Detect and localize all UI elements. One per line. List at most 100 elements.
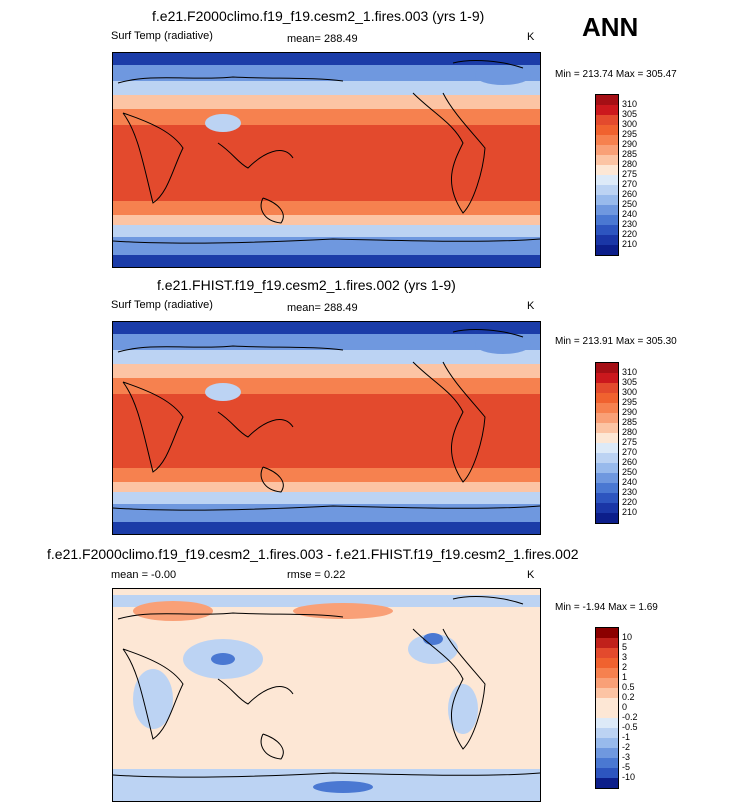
colorbar-tick-label: 275 [622,437,638,447]
colorbar-tick-label: -5 [622,762,631,772]
panel2-colorbar [595,362,619,524]
colorbar-cell [596,215,618,225]
colorbar-cell [596,728,618,738]
colorbar-tick-label: -2 [622,742,631,752]
colorbar-tick-label: 295 [622,129,638,139]
colorbar-tick-label: 1 [622,672,628,682]
colorbar-tick-label: 305 [622,377,638,387]
colorbar-tick-label: 10 [622,632,633,642]
colorbar-cell [596,443,618,453]
colorbar-tick-label: 210 [622,507,638,517]
colorbar-cell [596,628,618,638]
colorbar-tick-label: 295 [622,397,638,407]
colorbar-tick-label: 210 [622,239,638,249]
colorbar-tick-label: -0.2 [622,712,638,722]
colorbar-cell [596,235,618,245]
panel1-colorbar-cells [596,95,618,255]
colorbar-tick-label: 290 [622,139,638,149]
colorbar-tick-label: 260 [622,189,638,199]
colorbar-tick-label: 275 [622,169,638,179]
panel2-minmax: Min = 213.91 Max = 305.30 [555,336,677,347]
colorbar-tick-label: 3 [622,652,628,662]
colorbar-tick-label: 220 [622,229,638,239]
colorbar-cell [596,393,618,403]
colorbar-cell [596,453,618,463]
colorbar-tick-label: 250 [622,467,638,477]
colorbar-cell [596,383,618,393]
colorbar-cell [596,185,618,195]
colorbar-cell [596,483,618,493]
panel2-colorbar-cells [596,363,618,523]
colorbar-cell [596,363,618,373]
panel2-variable: Surf Temp (radiative) [111,299,213,311]
panel3-colorbar [595,627,619,789]
colorbar-cell [596,638,618,648]
colorbar-cell [596,413,618,423]
colorbar-cell [596,195,618,205]
colorbar-cell [596,768,618,778]
colorbar-tick-label: -3 [622,752,631,762]
colorbar-cell [596,748,618,758]
colorbar-cell [596,718,618,728]
colorbar-tick-label: 270 [622,447,638,457]
colorbar-tick-label: 240 [622,477,638,487]
colorbar-cell [596,423,618,433]
panel1-units: K [527,31,535,43]
colorbar-tick-label: -1 [622,732,631,742]
season-label: ANN [582,12,639,42]
panel1-minmax: Min = 213.74 Max = 305.47 [555,69,677,80]
colorbar-cell [596,245,618,255]
colorbar-cell [596,155,618,165]
panel2-units: K [527,300,535,312]
colorbar-cell [596,778,618,788]
panel2-map [112,321,541,535]
colorbar-tick-label: 230 [622,219,638,229]
colorbar-cell [596,698,618,708]
colorbar-tick-label: 270 [622,179,638,189]
colorbar-cell [596,373,618,383]
colorbar-tick-label: 310 [622,99,638,109]
colorbar-cell [596,493,618,503]
colorbar-cell [596,105,618,115]
colorbar-cell [596,473,618,483]
colorbar-tick-label: 305 [622,109,638,119]
colorbar-tick-label: 290 [622,407,638,417]
colorbar-tick-label: 280 [622,159,638,169]
panel3-rmse: rmse = 0.22 [287,569,346,581]
colorbar-tick-label: 240 [622,209,638,219]
colorbar-cell [596,738,618,748]
colorbar-cell [596,95,618,105]
colorbar-cell [596,648,618,658]
colorbar-cell [596,463,618,473]
colorbar-cell [596,205,618,215]
panel1-colorbar [595,94,619,256]
colorbar-tick-label: 285 [622,149,638,159]
colorbar-cell [596,503,618,513]
panel3-colorbar-cells [596,628,618,788]
colorbar-tick-label: 220 [622,497,638,507]
colorbar-cell [596,115,618,125]
panel3-minmax: Min = -1.94 Max = 1.69 [555,602,658,613]
colorbar-tick-label: -0.5 [622,722,638,732]
colorbar-tick-label: 5 [622,642,628,652]
panel1-map [112,52,541,268]
panel3-map [112,588,541,802]
colorbar-tick-label: -10 [622,772,636,782]
colorbar-cell [596,225,618,235]
colorbar-cell [596,433,618,443]
colorbar-tick-label: 280 [622,427,638,437]
colorbar-cell [596,688,618,698]
colorbar-tick-label: 2 [622,662,628,672]
colorbar-tick-label: 260 [622,457,638,467]
panel3-mean: mean = -0.00 [111,569,177,581]
colorbar-cell [596,125,618,135]
colorbar-tick-label: 230 [622,487,638,497]
colorbar-tick-label: 300 [622,119,638,129]
colorbar-tick-label: 0 [622,702,628,712]
colorbar-cell [596,175,618,185]
colorbar-cell [596,658,618,668]
panel1-variable: Surf Temp (radiative) [111,30,213,42]
panel1-map-svg [113,53,540,267]
panel1-title: f.e21.F2000climo.f19_f19.cesm2_1.fires.0… [152,8,485,24]
colorbar-cell [596,135,618,145]
